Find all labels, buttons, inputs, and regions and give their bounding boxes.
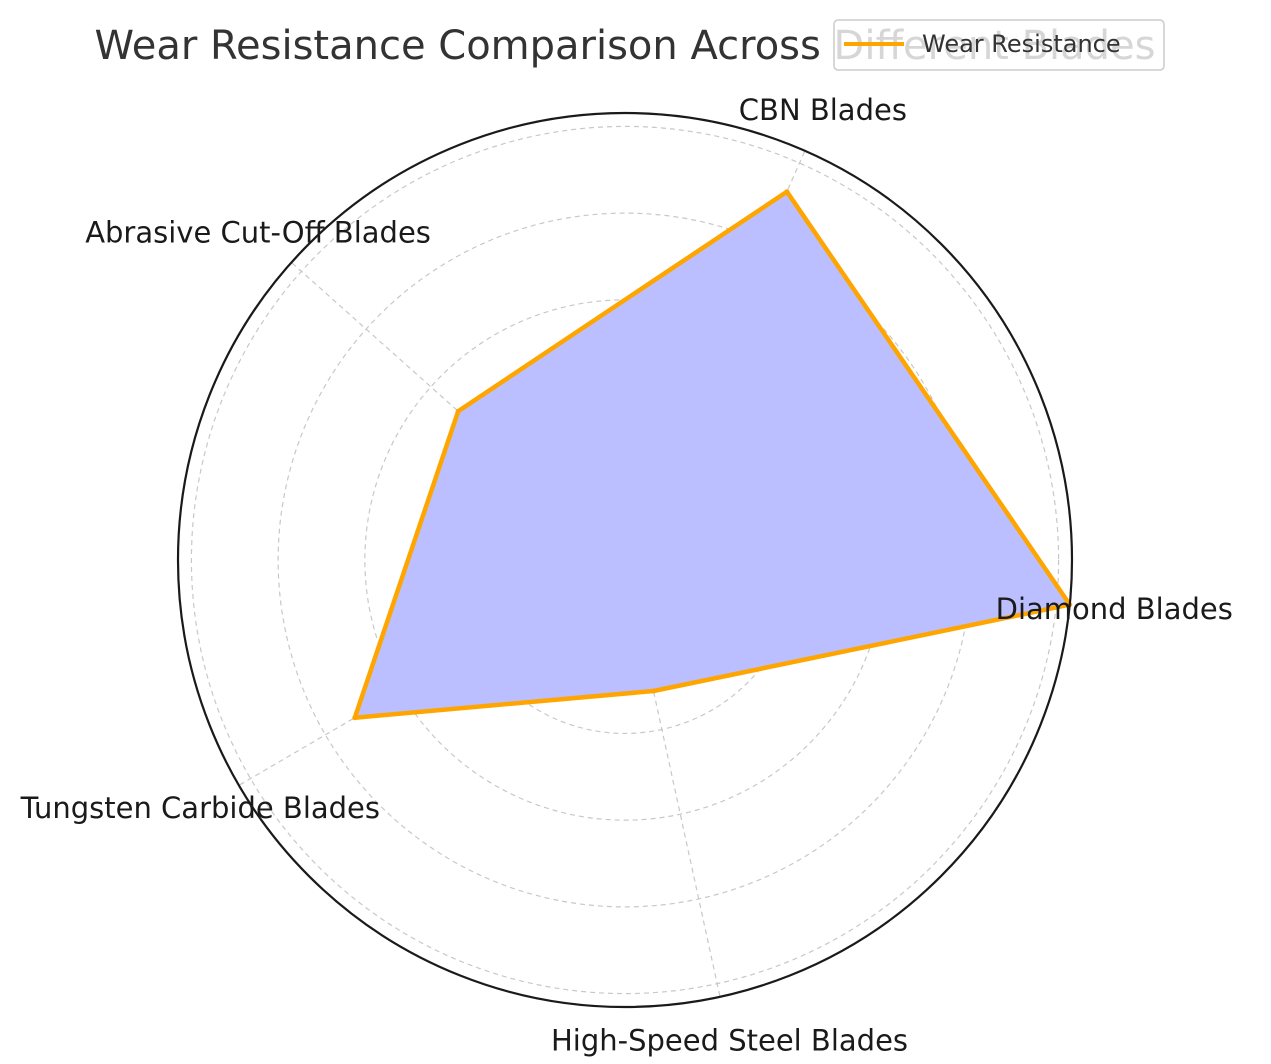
axis-label: Abrasive Cut-Off Blades	[85, 216, 431, 250]
label-layer: Diamond Blades CBN Blades Abrasive Cut-Off…	[20, 93, 1233, 1058]
axis-label: CBN Blades	[739, 93, 907, 127]
data-layer	[352, 189, 1073, 721]
series-fill-area	[354, 191, 1070, 718]
legend-label-wear-resistance: Wear Resistance	[922, 30, 1121, 58]
data-point	[352, 715, 358, 721]
axis-label: Tungsten Carbide Blades	[20, 791, 380, 825]
grid-circle	[190, 125, 1060, 995]
legend: Wear Resistance	[833, 19, 1165, 71]
data-point	[784, 189, 790, 195]
axis-label: Diamond Blades	[996, 592, 1233, 626]
legend-box	[833, 19, 1165, 71]
data-point	[650, 688, 656, 694]
polar-frame	[176, 111, 1074, 1009]
axis-label: High-Speed Steel Blades	[551, 1023, 908, 1057]
data-point	[455, 408, 461, 414]
series-outline	[352, 189, 1073, 720]
